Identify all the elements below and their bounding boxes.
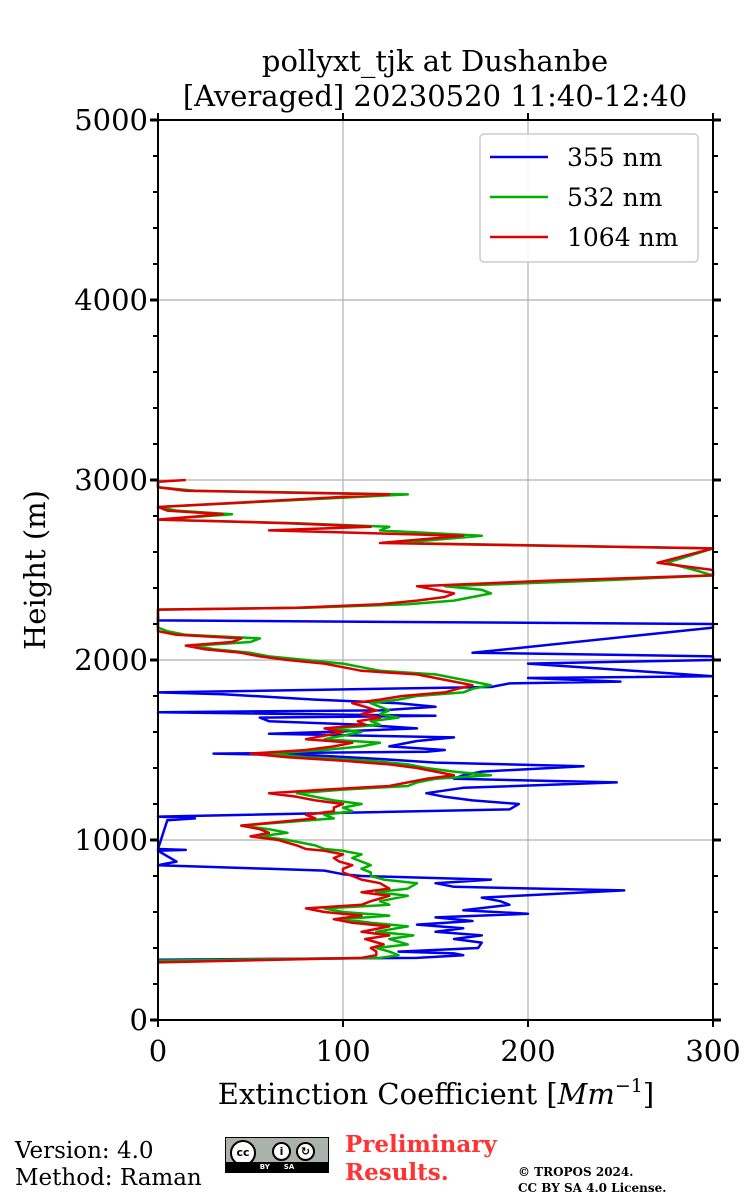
- version-label: Version: 4.0: [15, 1138, 154, 1164]
- copyright-line2: CC BY SA 4.0 License.: [518, 1181, 667, 1195]
- share-alike-icon: ↻: [296, 1142, 315, 1161]
- legend-label: 355 nm: [567, 143, 663, 172]
- x-axis-label: Extinction Coefficient [Mm−1]: [218, 1075, 654, 1111]
- y-tick-label: 2000: [74, 643, 148, 677]
- y-tick-label: 5000: [74, 103, 148, 137]
- legend-label: 1064 nm: [567, 223, 679, 252]
- y-tick-label: 3000: [74, 463, 148, 497]
- series-line-355-nm: [156, 616, 715, 961]
- series-line-532-nm: [156, 480, 715, 962]
- legend: 355 nm 532 nm 1064 nm: [479, 133, 699, 263]
- plot-frame: [157, 119, 714, 1021]
- preliminary-results-note: Preliminary Results.: [345, 1131, 497, 1187]
- x-tick-label: 300: [685, 1034, 740, 1068]
- x-tick-label: 0: [149, 1034, 167, 1068]
- attribution-icon: i: [272, 1142, 291, 1161]
- y-tick-label: 1000: [74, 823, 148, 857]
- series-line-1064-nm: [156, 478, 715, 964]
- x-tick-label: 200: [500, 1034, 555, 1068]
- extinction-profile-chart: pollyxt_tjk at Dushanbe [Averaged] 20230…: [18, 44, 741, 1111]
- preliminary-line2: Results.: [345, 1159, 449, 1186]
- y-axis-label: Height (m): [18, 490, 52, 650]
- x-tick-label: 100: [315, 1034, 370, 1068]
- legend-label: 532 nm: [567, 183, 663, 212]
- preliminary-line1: Preliminary: [345, 1131, 497, 1158]
- footer-info: Version: 4.0 Method: Raman: [15, 1138, 202, 1192]
- method-label: Method: Raman: [15, 1165, 202, 1191]
- y-tick-label: 4000: [74, 283, 148, 317]
- series-lines: [156, 478, 715, 964]
- legend-box: [479, 133, 699, 263]
- chart-title-line2: [Averaged] 20230520 11:40-12:40: [183, 79, 687, 113]
- chart-title-line1: pollyxt_tjk at Dushanbe: [262, 44, 608, 79]
- cc-strip: BY SA: [226, 1162, 328, 1172]
- cc-license-badge: cc i ↻ BY SA: [225, 1137, 329, 1173]
- copyright-line1: © TROPOS 2024.: [518, 1165, 634, 1179]
- copyright-note: © TROPOS 2024. CC BY SA 4.0 License.: [518, 1164, 666, 1196]
- y-tick-label: 0: [130, 1003, 148, 1037]
